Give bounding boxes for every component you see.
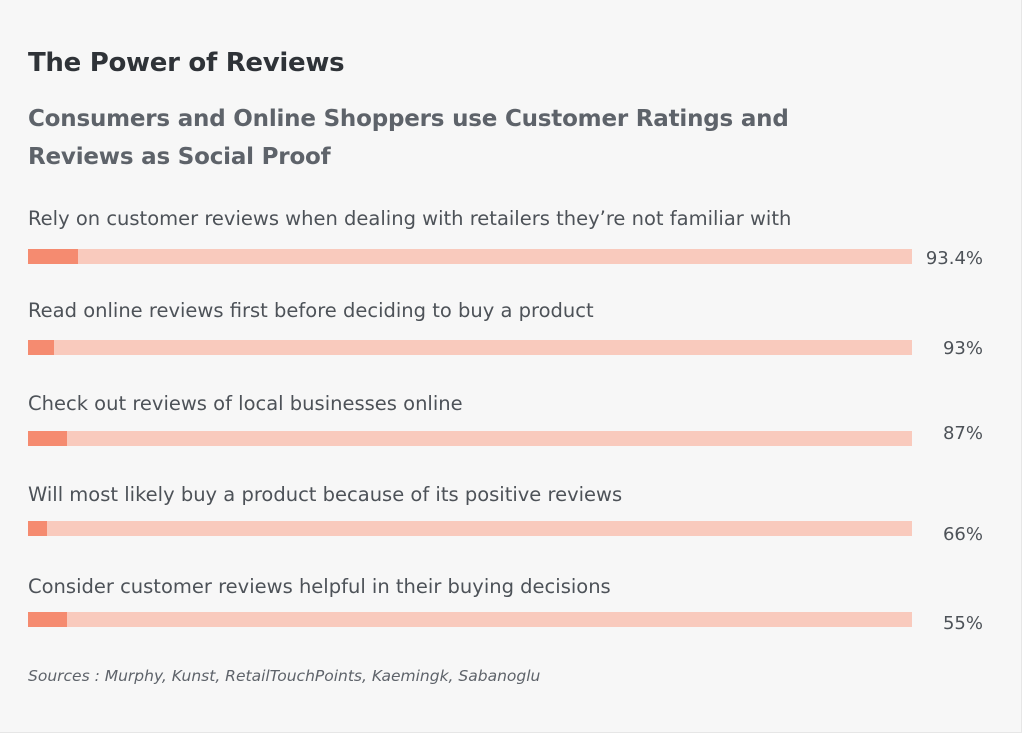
bar-label: Will most likely buy a product because o… [28,483,623,506]
bar-highlight [28,521,47,536]
bar-highlight [28,340,54,355]
bar-track [28,249,912,264]
bar-track [28,431,912,446]
bar-track [28,612,912,627]
bar-highlight [28,249,78,264]
bar-track [28,340,912,355]
bar-value-label: 93% [942,338,983,359]
bar-value-label: 55% [942,613,983,634]
bar-label: Consider customer reviews helpful in the… [28,575,611,598]
bar-value-label: 87% [942,423,983,444]
bar-highlight [28,431,67,446]
sources-note: Sources : Murphy, Kunst, RetailTouchPoin… [28,667,541,685]
bar-track [28,521,912,536]
bar-value-label: 66% [942,524,983,545]
chart-title: The Power of Reviews [28,48,345,78]
bar-label: Read online reviews first before decidin… [28,299,594,322]
bar-label: Rely on customer reviews when dealing wi… [28,207,792,230]
bar-label: Check out reviews of local businesses on… [28,392,463,415]
chart-subtitle: Consumers and Online Shoppers use Custom… [28,106,789,170]
bar-highlight [28,612,67,627]
bar-value-label: 93.4% [925,248,983,269]
